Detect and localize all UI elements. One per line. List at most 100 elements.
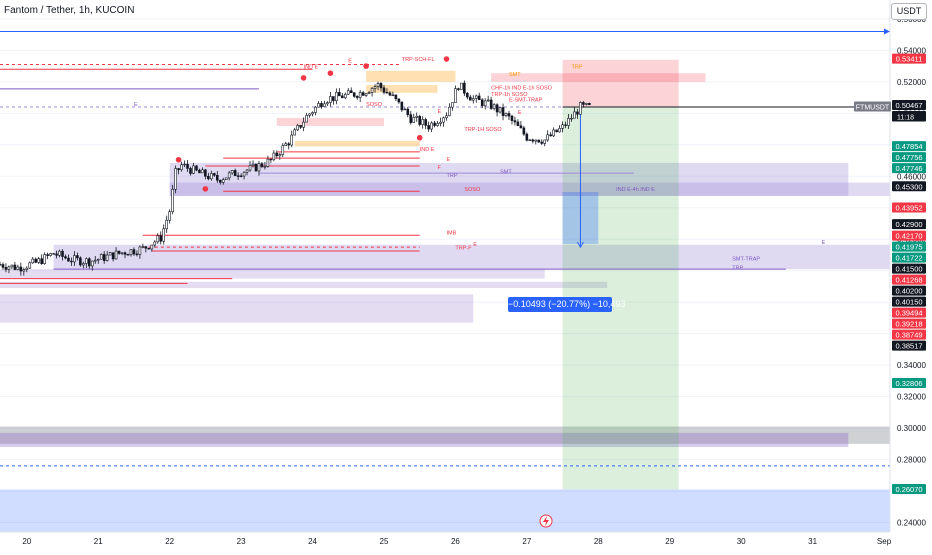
price-label-bg — [892, 274, 926, 285]
candle-body — [111, 252, 115, 260]
measure-arrow-icon — [577, 241, 584, 249]
candle-body — [293, 129, 296, 136]
measure-label: −0.10493 (−20.77%) −10,493 — [508, 297, 625, 312]
candle-body — [305, 115, 308, 123]
y-tick-label: 0.28000 — [897, 456, 926, 465]
candle-body — [367, 92, 371, 94]
candle-body — [132, 249, 136, 255]
currency-button[interactable]: USDT — [891, 3, 927, 20]
zone-purple-dark — [0, 432, 849, 448]
candle-body — [58, 250, 61, 256]
candle-body — [495, 104, 499, 113]
y-tick-label: 0.32000 — [897, 393, 926, 402]
candle-body — [281, 145, 285, 155]
price-label-value: 0.41975 — [895, 243, 922, 252]
price-label-bg — [892, 141, 926, 152]
annotation-label: E — [822, 240, 826, 246]
candle-body — [299, 125, 302, 128]
symbol-tag-ticker: FTMUSDT — [856, 104, 890, 111]
x-tick-label: 27 — [522, 537, 531, 546]
annotation-label: IND E — [304, 64, 319, 70]
candle-body — [573, 111, 576, 119]
candle-body — [477, 95, 481, 100]
candle-body — [123, 252, 127, 255]
candle-body — [233, 170, 237, 177]
candle-body — [19, 266, 23, 272]
price-label-value: 0.42170 — [895, 232, 922, 241]
price-label-value: 0.47746 — [895, 164, 922, 173]
price-label-bg — [892, 181, 926, 192]
candle-body — [64, 256, 67, 259]
candle-body — [314, 106, 317, 113]
candle-body — [10, 264, 14, 268]
candle-body — [227, 172, 231, 179]
y-tick-label: 0.24000 — [897, 519, 926, 528]
candle-body — [242, 171, 246, 177]
price-label-value: 0.41268 — [895, 276, 922, 285]
candle-body — [519, 125, 523, 129]
candle-body — [25, 267, 29, 270]
y-tick-label: 0.52000 — [897, 78, 926, 87]
annotation-label: TRP-1H SOSO — [464, 127, 502, 133]
candle-body — [376, 83, 380, 87]
candle-body — [287, 143, 291, 146]
candle-body — [525, 133, 529, 141]
candle-body — [180, 164, 183, 171]
price-label-value: 0.41500 — [895, 265, 922, 274]
x-tick-label: 21 — [94, 537, 103, 546]
candle-body — [263, 166, 267, 168]
candle-body — [329, 96, 332, 103]
candle-body — [186, 163, 189, 169]
candle-body — [31, 258, 35, 264]
candle-body — [284, 143, 288, 146]
candle-body — [349, 90, 353, 94]
candle-body — [403, 108, 407, 111]
zone-loss — [491, 73, 706, 82]
marker-dot — [202, 186, 209, 192]
candle-body — [245, 169, 249, 173]
candle-body — [457, 88, 460, 90]
candle-body — [55, 253, 58, 256]
annotation-label: E — [348, 59, 352, 65]
price-label-bg — [892, 483, 926, 494]
candle-body — [335, 92, 338, 102]
candle-body — [355, 96, 359, 98]
price-label-value: 0.50467 — [895, 101, 922, 110]
candle-body — [168, 211, 171, 221]
y-tick-label: 0.54000 — [897, 46, 926, 55]
marker-dot — [443, 56, 450, 62]
candle-body — [346, 90, 350, 95]
price-label-bg — [892, 296, 926, 307]
candle-body — [159, 235, 163, 242]
candle-body — [460, 82, 463, 90]
candle-body — [474, 95, 478, 99]
candle-body — [483, 100, 487, 107]
x-tick-label: 24 — [308, 537, 317, 546]
price-label-value: 0.39494 — [895, 309, 922, 318]
annotation-label: IND E-4h IND E — [616, 187, 655, 193]
candle-body — [177, 168, 180, 171]
candle-body — [424, 119, 427, 126]
candle-body — [317, 103, 320, 108]
candle-body — [442, 117, 445, 123]
candle-body — [171, 189, 174, 213]
candle-body — [79, 257, 82, 266]
marker-dot — [363, 63, 369, 69]
symbol-tag-bg — [854, 101, 891, 112]
candle-body — [549, 134, 552, 137]
candle-body — [150, 244, 154, 250]
price-label-value: 0.47854 — [895, 142, 922, 151]
candle-body — [7, 266, 11, 270]
candle-body — [400, 101, 404, 111]
annotation-label: E — [473, 242, 477, 248]
candle-body — [189, 168, 192, 174]
price-label-value: 0.47756 — [895, 153, 922, 162]
candle-body — [358, 92, 362, 98]
price-label-value: 0.43952 — [895, 204, 922, 213]
price-label-bg — [892, 285, 926, 296]
candle-body — [394, 94, 398, 100]
zone-blue — [0, 489, 890, 532]
candle-body — [1, 264, 5, 268]
